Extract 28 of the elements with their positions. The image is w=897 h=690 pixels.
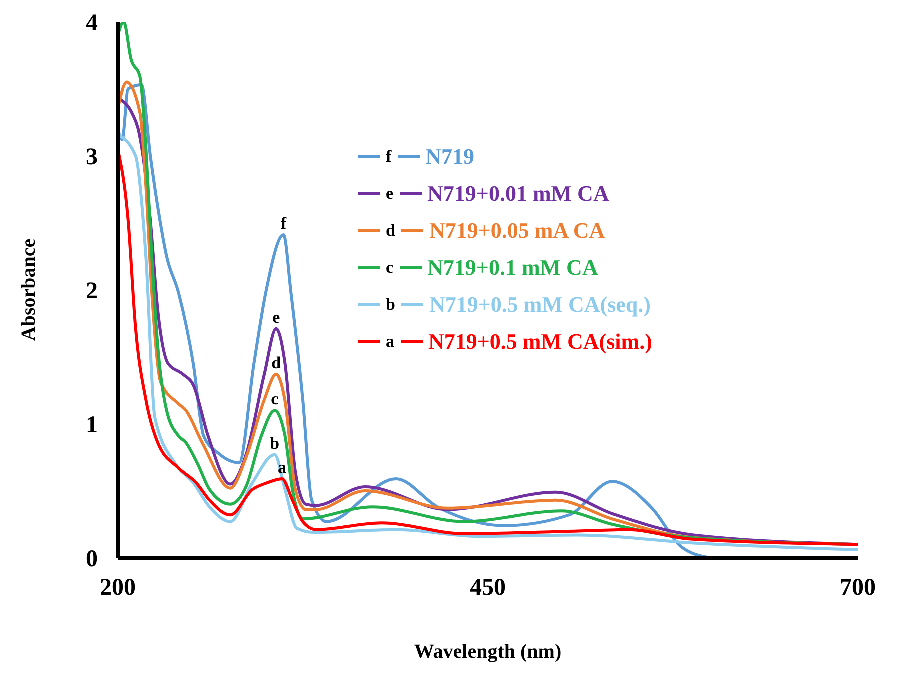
annotation: c bbox=[271, 390, 280, 409]
text: d bbox=[386, 220, 396, 240]
x-axis-title: Wavelength (nm) bbox=[414, 641, 562, 663]
y-tick-label: 0 bbox=[86, 546, 98, 573]
text: c bbox=[386, 258, 394, 276]
legend-label: N719+0.01 mM CA bbox=[428, 180, 610, 206]
x-tick-label: 200 bbox=[100, 575, 136, 602]
legend-label: N719+0.1 mM CA bbox=[428, 254, 598, 280]
y-tick-label: 4 bbox=[86, 10, 98, 37]
x-tick-label: 700 bbox=[840, 575, 876, 602]
annotation: e bbox=[272, 308, 281, 327]
y-tick-label: 3 bbox=[86, 144, 98, 171]
annotation: b bbox=[270, 434, 280, 453]
annotation: f bbox=[280, 214, 287, 234]
y-tick-label: 1 bbox=[86, 412, 98, 439]
x-tick-label: 450 bbox=[470, 575, 506, 602]
annotation: a bbox=[278, 458, 288, 477]
legend-label: N719+0.05 mA CA bbox=[429, 218, 606, 244]
legend-label: N719+0.5 mM CA(sim.) bbox=[428, 328, 652, 354]
legend-label: N719+0.5 mM CA(seq.) bbox=[429, 292, 651, 318]
text: a bbox=[386, 332, 394, 350]
y-tick-label: 2 bbox=[86, 278, 98, 305]
text: e bbox=[386, 184, 394, 202]
y-axis-title: Absorbance bbox=[18, 238, 40, 342]
text: f bbox=[386, 146, 392, 166]
annotation: d bbox=[272, 353, 282, 372]
text: b bbox=[386, 294, 396, 314]
legend-label: N719 bbox=[426, 144, 475, 170]
